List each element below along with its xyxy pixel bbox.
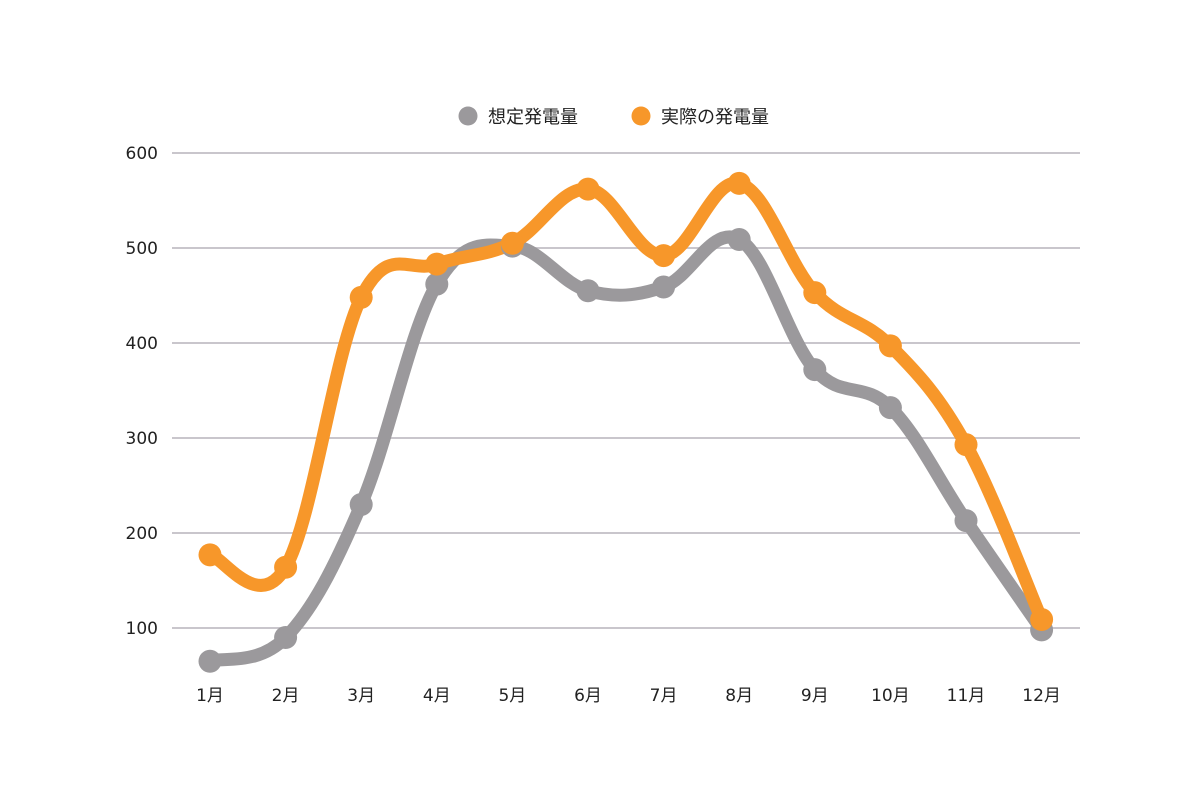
- data-point-series-2-1月: [198, 543, 222, 567]
- x-tick-label: 9月: [801, 686, 829, 706]
- y-tick-label: 500: [126, 239, 158, 259]
- x-tick-label: 6月: [574, 686, 602, 706]
- legend-marker-2: [631, 106, 651, 126]
- data-point-series-1-7月: [652, 275, 676, 299]
- x-tick-label: 1月: [196, 686, 224, 706]
- data-point-series-1-1月: [198, 649, 222, 673]
- series-line-1: [203, 230, 1049, 668]
- y-tick-label: 200: [126, 524, 158, 544]
- x-tick-label: 7月: [650, 686, 678, 706]
- data-point-series-1-3月: [349, 493, 373, 516]
- data-point-series-1-2月: [274, 626, 298, 649]
- data-point-series-1-8月: [727, 227, 751, 251]
- legend: 想定発電量 実際の発電量: [458, 106, 769, 128]
- series-points: [198, 171, 1054, 673]
- data-point-series-1-4月: [425, 272, 449, 296]
- data-point-series-2-3月: [349, 285, 373, 309]
- y-tick-label: 600: [126, 144, 158, 164]
- data-point-series-2-4月: [425, 252, 449, 276]
- data-point-series-2-2月: [274, 555, 298, 579]
- y-tick-label: 300: [126, 429, 158, 449]
- data-point-series-2-11月: [954, 433, 978, 457]
- x-tick-label: 11月: [947, 686, 986, 706]
- x-tick-label: 12月: [1022, 686, 1061, 706]
- data-point-series-2-5月: [500, 231, 524, 255]
- data-point-series-2-8月: [727, 171, 751, 195]
- legend-label-2: 実際の発電量: [661, 107, 769, 128]
- x-tick-label: 2月: [272, 686, 300, 706]
- x-tick-label: 3月: [347, 686, 375, 706]
- x-tick-label: 10月: [871, 686, 910, 706]
- x-tick-label: 5月: [498, 686, 526, 706]
- data-point-series-1-10月: [878, 396, 902, 420]
- y-axis-tick-labels: 100 200 300 400 500 600: [126, 144, 158, 639]
- data-point-series-1-6月: [576, 279, 600, 303]
- legend-marker-1: [458, 106, 478, 126]
- y-tick-label: 400: [126, 334, 158, 354]
- data-point-series-2-12月: [1030, 607, 1054, 631]
- x-tick-label: 8月: [725, 686, 753, 706]
- data-point-series-2-9月: [803, 281, 827, 305]
- data-point-series-1-11月: [954, 509, 978, 533]
- y-tick-label: 100: [126, 619, 158, 639]
- x-axis-tick-labels: 1月 2月 3月 4月 5月 6月 7月 8月 9月 10月 11月 12月: [196, 686, 1061, 706]
- data-point-series-2-10月: [878, 334, 902, 358]
- legend-label-1: 想定発電量: [488, 107, 578, 128]
- series-line-2: [203, 176, 1049, 626]
- data-point-series-1-9月: [803, 358, 827, 382]
- series-lines: [203, 176, 1049, 668]
- data-point-series-2-7月: [652, 244, 676, 268]
- data-point-series-2-6月: [576, 177, 600, 201]
- x-tick-label: 4月: [423, 686, 451, 706]
